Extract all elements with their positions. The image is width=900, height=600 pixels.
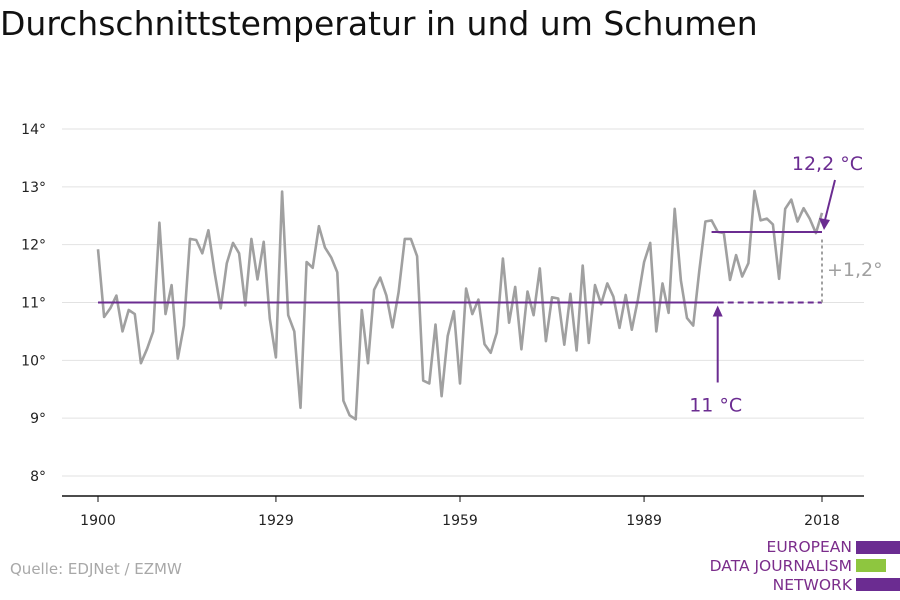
y-tick-label: 11°: [21, 296, 46, 312]
y-axis-tick-labels: 8° 9° 10° 11° 12° 13° 14°: [21, 122, 46, 485]
logo-text-line-1: EUROPEAN: [766, 538, 852, 556]
source-note: Quelle: EDJNet / EZMW: [10, 560, 182, 578]
y-tick-label: 8°: [30, 469, 46, 485]
baseline-mean-label: 11 °C: [689, 395, 742, 417]
baseline-arrow-head: [712, 305, 723, 317]
x-axis-ticks: 1900 1929 1959 1989 2018: [80, 496, 840, 529]
temperature-series-line: [96, 189, 824, 421]
y-tick-label: 10°: [21, 353, 46, 369]
x-tick-label: 1929: [258, 513, 294, 529]
page-title: Durchschnittstemperatur in und um Schume…: [0, 4, 758, 43]
y-tick-label: 12°: [21, 238, 46, 254]
recent-mean-label: 12,2 °C: [792, 153, 863, 175]
logo-bar-purple-bottom: [856, 578, 900, 591]
x-tick-label: 1989: [626, 513, 662, 529]
recent-arrow-head: [819, 217, 830, 230]
recent-arrow-shaft: [824, 179, 836, 221]
y-tick-label: 13°: [21, 180, 46, 196]
logo-text-line-2: DATA JOURNALISM: [709, 557, 852, 575]
edjnet-logo: EUROPEAN DATA JOURNALISM NETWORK: [690, 536, 900, 596]
logo-text-line-3: NETWORK: [772, 576, 852, 594]
x-tick-label: 1900: [80, 513, 116, 529]
x-tick-label: 1959: [442, 513, 478, 529]
logo-bar-green: [856, 559, 886, 572]
y-tick-label: 14°: [21, 122, 46, 138]
difference-label: +1,2°: [827, 259, 883, 281]
y-tick-label: 9°: [30, 411, 46, 427]
x-tick-label: 2018: [804, 513, 840, 529]
logo-bar-middle: [856, 559, 900, 572]
annotations: +1,2° 11 °C 12,2 °C: [98, 153, 883, 417]
logo-bar-purple-top: [856, 541, 900, 554]
